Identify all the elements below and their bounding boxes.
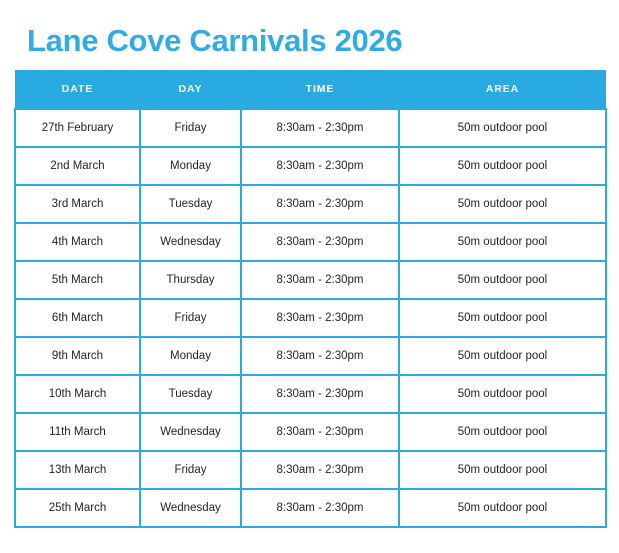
cell-date: 25th March [14, 489, 141, 528]
table-header-row: DATE DAY TIME AREA [15, 70, 606, 109]
cell-area: 50m outdoor pool [399, 108, 607, 148]
page-title: Lane Cove Carnivals 2026 [27, 23, 403, 58]
column-header-day: DAY [140, 70, 241, 109]
cell-day: Friday [140, 108, 242, 148]
cell-day: Tuesday [140, 375, 242, 414]
cell-time: 8:30am - 2:30pm [241, 261, 400, 300]
cell-day: Friday [140, 299, 242, 338]
cell-date: 11th March [14, 413, 141, 452]
table-header: DATE DAY TIME AREA [15, 70, 606, 109]
cell-day: Thursday [140, 261, 242, 300]
cell-day: Monday [140, 147, 242, 186]
carnival-schedule-table: DATE DAY TIME AREA 27th February Friday … [14, 70, 607, 528]
table-row: 9th March Monday 8:30am - 2:30pm 50m out… [14, 337, 607, 376]
table-row: 2nd March Monday 8:30am - 2:30pm 50m out… [14, 147, 607, 186]
cell-time: 8:30am - 2:30pm [241, 223, 400, 262]
cell-day: Friday [140, 451, 242, 490]
cell-time: 8:30am - 2:30pm [241, 375, 400, 414]
table-row: 10th March Tuesday 8:30am - 2:30pm 50m o… [14, 375, 607, 414]
cell-time: 8:30am - 2:30pm [241, 185, 400, 224]
cell-area: 50m outdoor pool [399, 375, 607, 414]
cell-time: 8:30am - 2:30pm [241, 451, 400, 490]
cell-time: 8:30am - 2:30pm [241, 147, 400, 186]
cell-time: 8:30am - 2:30pm [241, 413, 400, 452]
cell-date: 13th March [14, 451, 141, 490]
cell-area: 50m outdoor pool [399, 147, 607, 186]
column-header-date: DATE [15, 70, 140, 109]
cell-date: 10th March [14, 375, 141, 414]
cell-day: Tuesday [140, 185, 242, 224]
cell-area: 50m outdoor pool [399, 223, 607, 262]
table-row: 6th March Friday 8:30am - 2:30pm 50m out… [14, 299, 607, 338]
cell-time: 8:30am - 2:30pm [241, 337, 400, 376]
cell-date: 6th March [14, 299, 141, 338]
cell-date: 9th March [14, 337, 141, 376]
cell-area: 50m outdoor pool [399, 337, 607, 376]
cell-day: Wednesday [140, 489, 242, 528]
column-header-area: AREA [399, 70, 606, 109]
cell-date: 27th February [14, 108, 141, 148]
table-row: 5th March Thursday 8:30am - 2:30pm 50m o… [14, 261, 607, 300]
cell-date: 4th March [14, 223, 141, 262]
cell-time: 8:30am - 2:30pm [241, 489, 400, 528]
cell-area: 50m outdoor pool [399, 413, 607, 452]
cell-day: Wednesday [140, 413, 242, 452]
cell-time: 8:30am - 2:30pm [241, 299, 400, 338]
cell-date: 2nd March [14, 147, 141, 186]
table-row: 25th March Wednesday 8:30am - 2:30pm 50m… [14, 489, 607, 528]
cell-area: 50m outdoor pool [399, 451, 607, 490]
cell-date: 5th March [14, 261, 141, 300]
cell-date: 3rd March [14, 185, 141, 224]
cell-area: 50m outdoor pool [399, 299, 607, 338]
cell-area: 50m outdoor pool [399, 261, 607, 300]
cell-day: Monday [140, 337, 242, 376]
cell-area: 50m outdoor pool [399, 185, 607, 224]
table-row: 4th March Wednesday 8:30am - 2:30pm 50m … [14, 223, 607, 262]
cell-time: 8:30am - 2:30pm [241, 108, 400, 148]
table-row: 27th February Friday 8:30am - 2:30pm 50m… [14, 108, 607, 148]
cell-day: Wednesday [140, 223, 242, 262]
table-row: 3rd March Tuesday 8:30am - 2:30pm 50m ou… [14, 185, 607, 224]
table-row: 11th March Wednesday 8:30am - 2:30pm 50m… [14, 413, 607, 452]
column-header-time: TIME [241, 70, 399, 109]
cell-area: 50m outdoor pool [399, 489, 607, 528]
table-body: 27th February Friday 8:30am - 2:30pm 50m… [14, 108, 607, 528]
table-row: 13th March Friday 8:30am - 2:30pm 50m ou… [14, 451, 607, 490]
